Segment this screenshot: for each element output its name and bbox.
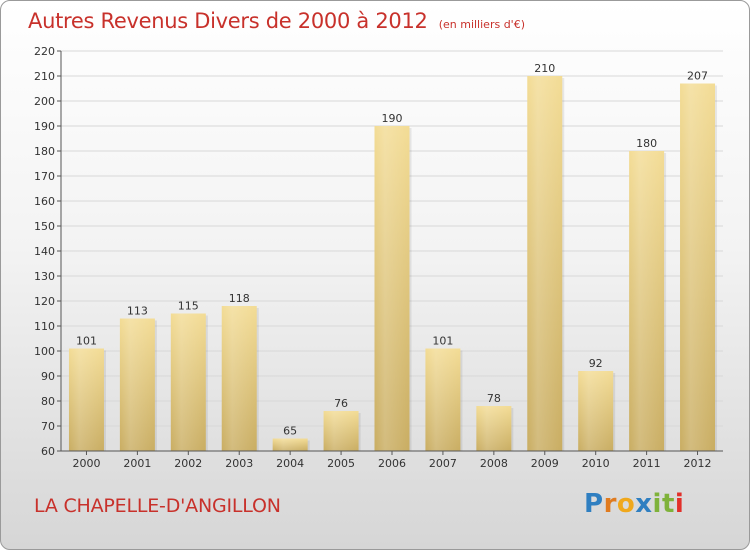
data-label: 190 [382, 112, 403, 125]
data-label: 92 [589, 357, 603, 370]
x-tick-label: 2000 [72, 457, 100, 470]
y-tick-label: 130 [34, 270, 55, 283]
x-tick-label: 2003 [225, 457, 253, 470]
data-label: 78 [487, 392, 501, 405]
data-label: 207 [687, 70, 708, 83]
x-tick-label: 2011 [633, 457, 661, 470]
data-label: 101 [432, 335, 453, 348]
bar-highlight [272, 438, 308, 451]
title-unit-note: (en milliers d'€) [438, 18, 525, 31]
y-tick-label: 210 [34, 70, 55, 83]
bar-highlight [119, 318, 155, 451]
y-tick-label: 60 [41, 445, 55, 458]
logo-letter: i [674, 489, 685, 519]
x-tick-label: 2006 [378, 457, 406, 470]
y-tick-label: 190 [34, 120, 55, 133]
y-tick-label: 70 [41, 420, 55, 433]
bar-highlight [476, 406, 512, 451]
bar-highlight [425, 348, 461, 451]
x-tick-label: 2012 [684, 457, 712, 470]
data-label: 76 [334, 397, 348, 410]
logo-letter: P [584, 489, 604, 519]
x-tick-label: 2008 [480, 457, 508, 470]
y-tick-label: 180 [34, 145, 55, 158]
data-label: 180 [636, 137, 657, 150]
proxiti-logo: Proxiti [584, 489, 684, 519]
bar-highlight [680, 83, 716, 451]
y-tick-label: 140 [34, 245, 55, 258]
y-tick-label: 90 [41, 370, 55, 383]
x-tick-label: 2007 [429, 457, 457, 470]
x-tick-label: 2010 [582, 457, 610, 470]
x-tick-label: 2002 [174, 457, 202, 470]
bar-highlight [221, 306, 257, 451]
bar-highlight [578, 371, 614, 451]
y-tick-label: 170 [34, 170, 55, 183]
logo-letter: o [616, 489, 636, 519]
data-label: 118 [229, 292, 250, 305]
data-label: 210 [534, 62, 555, 75]
logo-letter: i [652, 489, 662, 519]
bar-highlight [374, 126, 410, 451]
bar-highlight [629, 151, 665, 451]
x-tick-label: 2009 [531, 457, 559, 470]
logo-letter: r [603, 489, 617, 519]
axis-layer: 60 70 80 90 100 110 120 130 140 150 160 170 180 190 20… [34, 45, 723, 470]
y-tick-label: 80 [41, 395, 55, 408]
y-tick-label: 160 [34, 195, 55, 208]
bar-highlight [323, 411, 359, 451]
logo-letter: x [635, 489, 653, 519]
data-label: 115 [178, 300, 199, 313]
bar-highlight [527, 76, 563, 451]
chart-title: Autres Revenus Divers de 2000 à 2012 (en… [28, 9, 525, 33]
y-tick-label: 150 [34, 220, 55, 233]
bar-layer: 101 113 115 118 65 76 190 101 78 210 92 180 207 [68, 62, 718, 451]
y-tick-label: 220 [34, 45, 55, 58]
data-label: 65 [283, 425, 297, 438]
y-tick-label: 120 [34, 295, 55, 308]
data-label: 113 [127, 305, 148, 318]
title-main: Autres Revenus Divers de 2000 à 2012 [28, 9, 428, 33]
x-tick-label: 2001 [123, 457, 151, 470]
data-label: 101 [76, 335, 97, 348]
x-tick-label: 2004 [276, 457, 304, 470]
bar-highlight [68, 348, 104, 451]
x-tick-label: 2005 [327, 457, 355, 470]
bar-highlight [170, 313, 206, 451]
commune-name: LA CHAPELLE-D'ANGILLON [34, 495, 281, 517]
y-tick-label: 200 [34, 95, 55, 108]
y-tick-label: 110 [34, 320, 55, 333]
logo-letter: t [661, 489, 675, 519]
y-tick-label: 100 [34, 345, 55, 358]
